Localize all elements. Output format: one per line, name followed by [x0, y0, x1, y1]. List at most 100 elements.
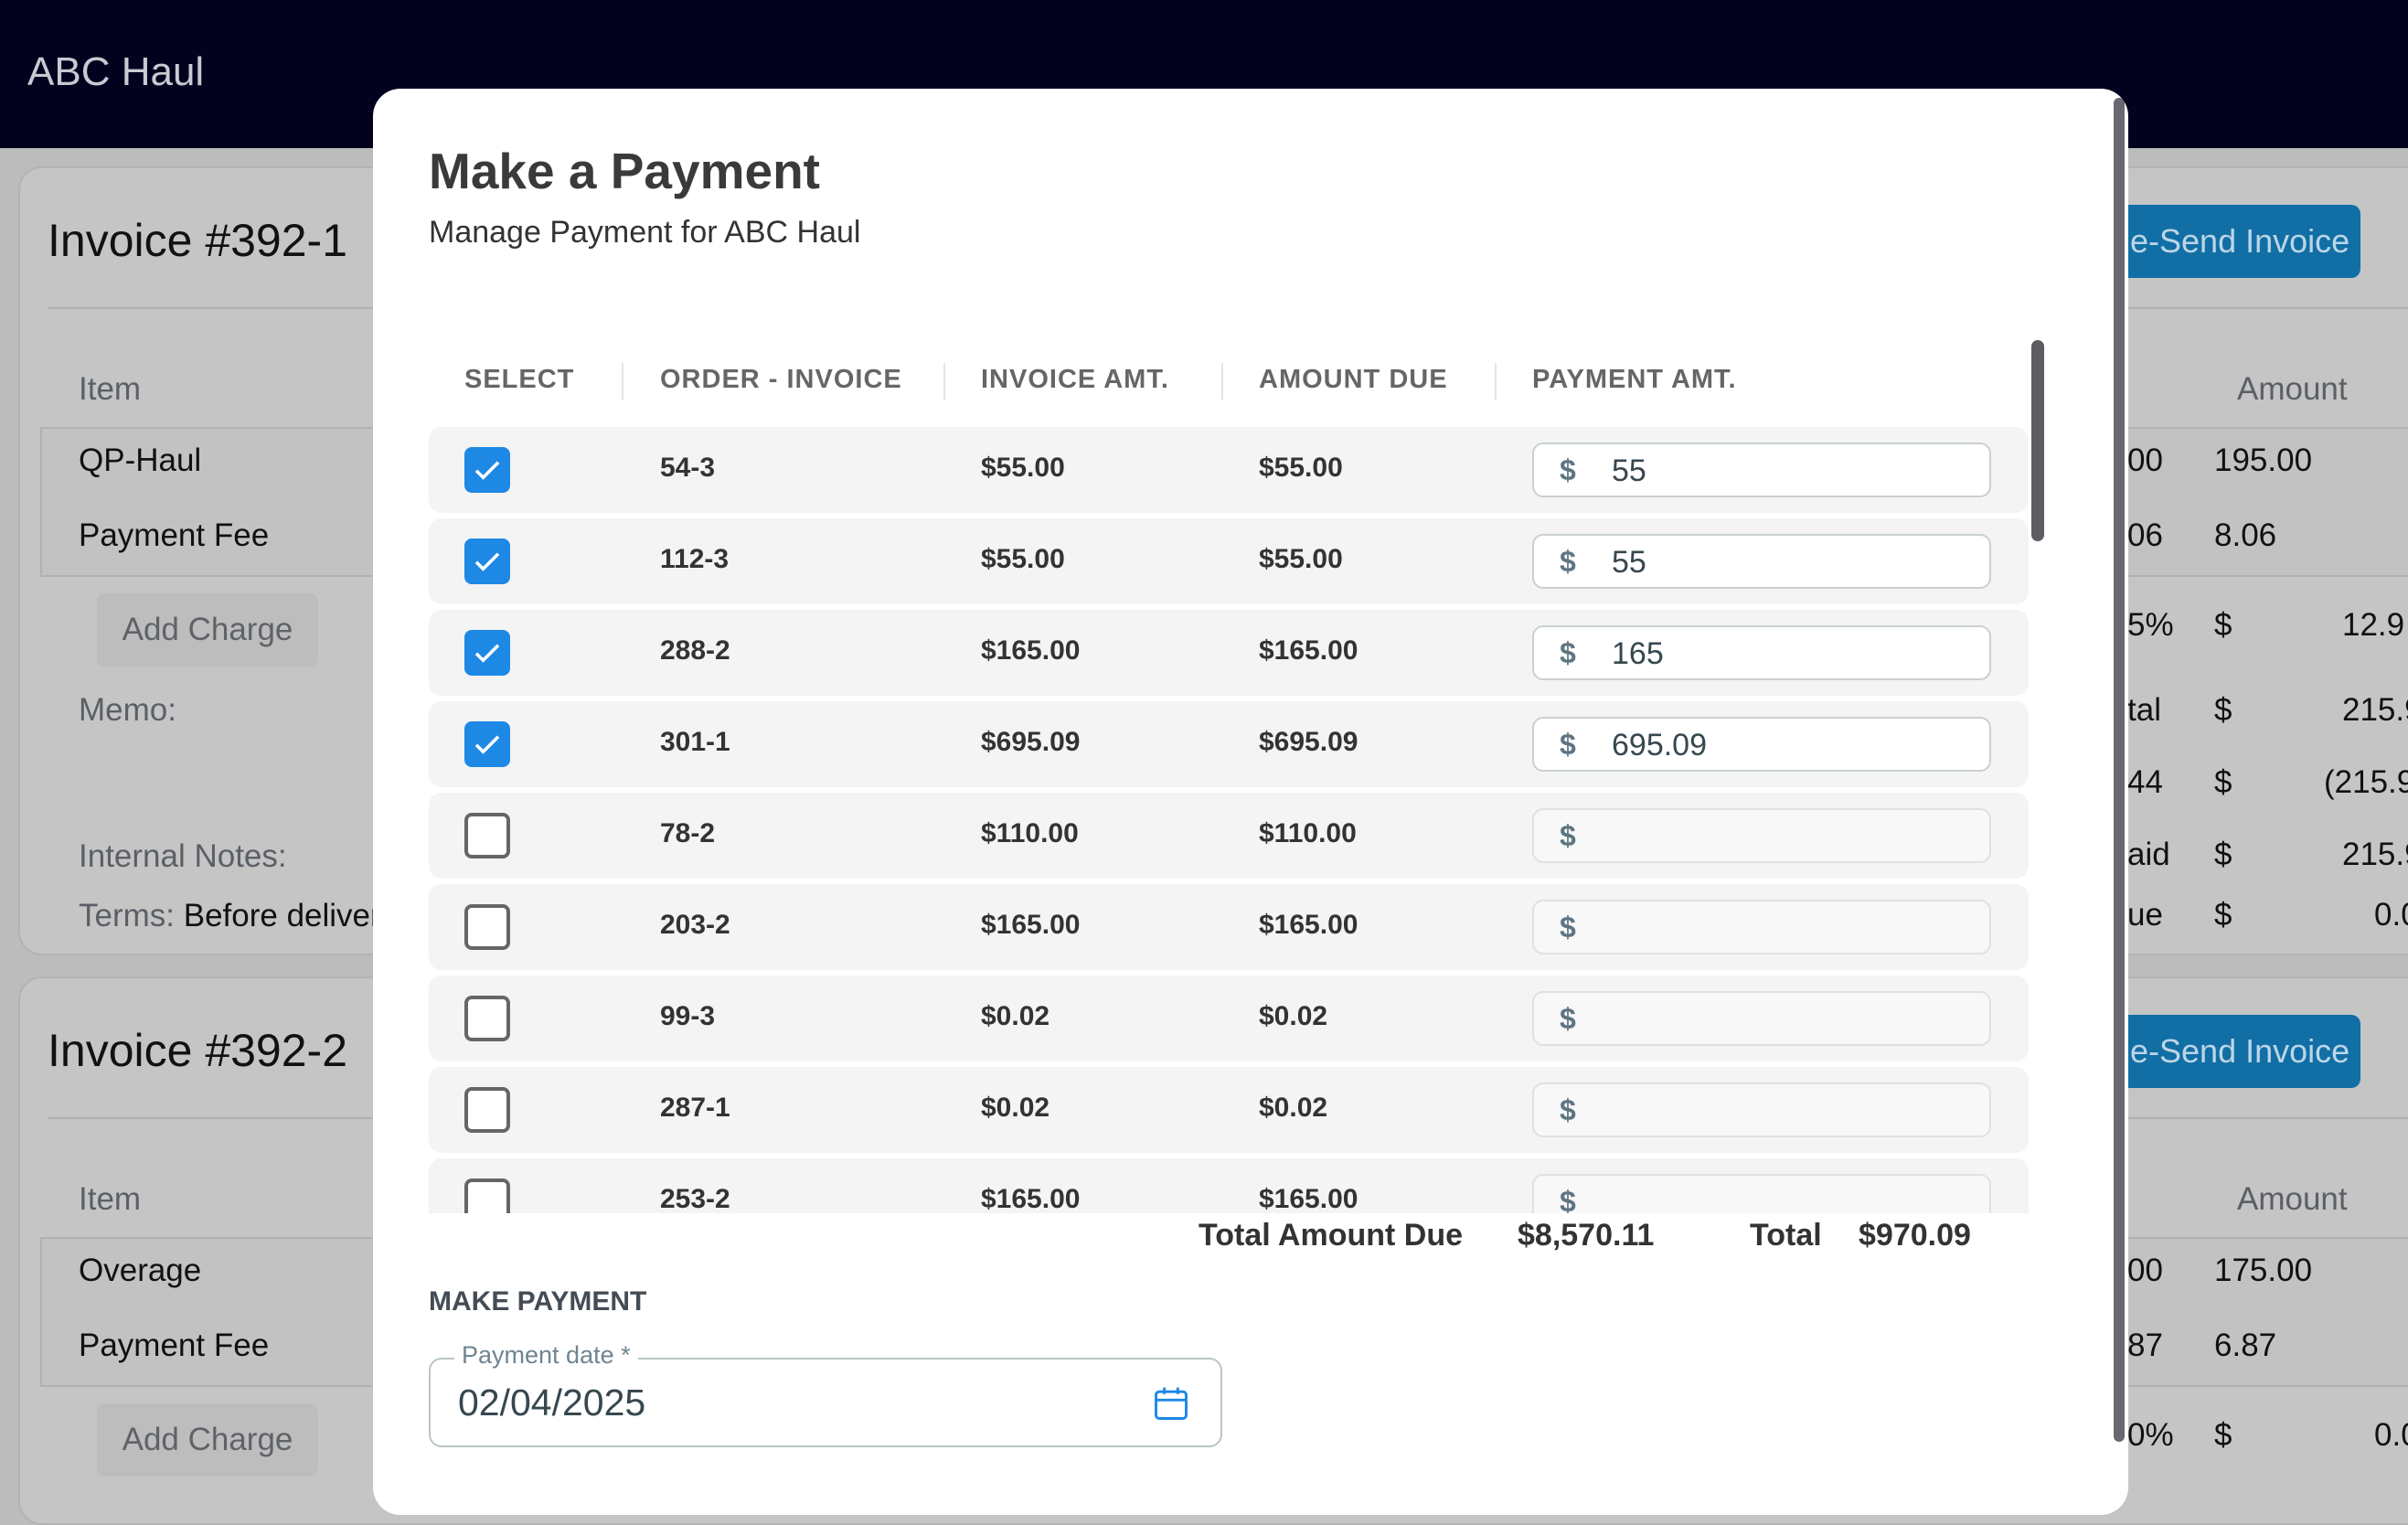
- invoice-row: 99-3 $0.02 $0.02 $: [429, 976, 2029, 1061]
- item-amount: 195.00: [2214, 443, 2313, 478]
- invoice-row: 203-2 $165.00 $165.00 $: [429, 884, 2029, 970]
- order-invoice: 288-2: [660, 635, 730, 666]
- terms-value: Before deliver: [183, 898, 381, 933]
- item-name: Payment Fee: [79, 1328, 270, 1363]
- item-amount: 6.87: [2214, 1328, 2277, 1363]
- payment-amount-value: 165: [1612, 636, 1664, 671]
- resend-invoice-button[interactable]: e-Send Invoice: [2104, 1015, 2360, 1088]
- currency-symbol: $: [1560, 819, 1576, 852]
- summary-currency: $: [2214, 607, 2232, 643]
- row-select-checkbox[interactable]: [464, 539, 510, 584]
- dialog-subtitle: Manage Payment for ABC Haul: [429, 215, 861, 250]
- calendar-icon[interactable]: [1151, 1383, 1191, 1428]
- summary-value: (215.9: [2324, 764, 2408, 800]
- summary-label: 5%: [2127, 607, 2174, 643]
- row-select-checkbox[interactable]: [464, 721, 510, 767]
- item-name: Overage: [79, 1253, 202, 1288]
- order-invoice: 78-2: [660, 818, 716, 848]
- summary-label: tal: [2127, 692, 2161, 728]
- summary-value: 215.9: [2342, 837, 2408, 872]
- invoice-row: 301-1 $695.09 $695.09 $695.09: [429, 701, 2029, 787]
- order-invoice: 54-3: [660, 453, 716, 483]
- order-invoice: 99-3: [660, 1001, 716, 1031]
- payment-amount-input[interactable]: $: [1532, 1082, 1991, 1137]
- checkmark-icon: [474, 735, 500, 754]
- payment-amount-value: 55: [1612, 545, 1646, 580]
- terms-label: Terms:: [79, 898, 175, 933]
- qty-fragment: 06: [2127, 517, 2163, 553]
- invoice-amount: $695.09: [981, 727, 1081, 757]
- summary-label: 44: [2127, 764, 2163, 800]
- amount-due: $165.00: [1259, 635, 1358, 666]
- dialog-scrollbar[interactable]: [2114, 98, 2125, 1442]
- currency-symbol: $: [1560, 728, 1576, 761]
- invoice-row: 287-1 $0.02 $0.02 $: [429, 1067, 2029, 1153]
- summary-currency: $: [2214, 837, 2232, 872]
- invoice-amount: $55.00: [981, 453, 1065, 483]
- payment-date-value: 02/04/2025: [458, 1381, 646, 1424]
- invoice-row: 253-2 $165.00 $165.00 $: [429, 1158, 2029, 1213]
- invoice-amount: $165.00: [981, 1184, 1081, 1213]
- row-select-checkbox[interactable]: [464, 1178, 510, 1213]
- payment-amount-value: 55: [1612, 453, 1646, 488]
- column-header-invoice-amt: INVOICE AMT.: [981, 365, 1169, 394]
- resend-invoice-button[interactable]: e-Send Invoice: [2104, 205, 2360, 278]
- app-title: ABC Haul: [27, 49, 205, 94]
- invoice-amount: $55.00: [981, 544, 1065, 574]
- payment-amount-input[interactable]: $165: [1532, 625, 1991, 680]
- table-scrollbar[interactable]: [2031, 340, 2044, 541]
- summary-currency: $: [2214, 692, 2232, 728]
- payment-amount-input[interactable]: $55: [1532, 443, 1991, 497]
- column-header-select: SELECT: [464, 365, 575, 394]
- item-amount: 175.00: [2214, 1253, 2313, 1288]
- row-select-checkbox[interactable]: [464, 1087, 510, 1133]
- amount-due: $110.00: [1259, 818, 1357, 848]
- summary-value: 0.0: [2374, 1417, 2408, 1453]
- payment-amount-input[interactable]: $: [1532, 900, 1991, 954]
- add-charge-button[interactable]: Add Charge: [97, 1403, 318, 1477]
- memo-label: Memo:: [79, 692, 176, 728]
- item-header: Item: [79, 371, 142, 407]
- row-select-checkbox[interactable]: [464, 447, 510, 493]
- row-select-checkbox[interactable]: [464, 630, 510, 676]
- invoice-amount: $165.00: [981, 910, 1081, 940]
- currency-symbol: $: [1560, 545, 1576, 578]
- row-select-checkbox[interactable]: [464, 996, 510, 1041]
- currency-symbol: $: [1560, 911, 1576, 944]
- item-header: Item: [79, 1181, 142, 1217]
- summary-label: ue: [2127, 897, 2163, 933]
- invoice-amount: $0.02: [981, 1001, 1050, 1031]
- invoice-row: 288-2 $165.00 $165.00 $165: [429, 610, 2029, 696]
- order-invoice: 287-1: [660, 1093, 730, 1123]
- invoice-amount: $0.02: [981, 1093, 1050, 1123]
- invoice-amount: $110.00: [981, 818, 1079, 848]
- summary-value: 215.9: [2342, 692, 2408, 728]
- checkmark-icon: [474, 461, 500, 480]
- internal-notes-label: Internal Notes:: [79, 838, 287, 874]
- amount-header: Amount: [2237, 1181, 2348, 1217]
- currency-symbol: $: [1560, 1185, 1576, 1213]
- order-invoice: 301-1: [660, 727, 730, 757]
- amount-due: $0.02: [1259, 1001, 1328, 1031]
- invoice-row: 112-3 $55.00 $55.00 $55: [429, 518, 2029, 604]
- amount-due: $165.00: [1259, 910, 1358, 940]
- column-header-payment-amt: PAYMENT AMT.: [1532, 365, 1737, 394]
- invoice-table-body: 54-3 $55.00 $55.00 $55 112-3 $55.00 $55.00 $55 2…: [429, 427, 2029, 1213]
- payment-date-field[interactable]: Payment date * 02/04/2025: [429, 1341, 1222, 1447]
- summary-value: 0.0: [2374, 897, 2408, 933]
- amount-due: $165.00: [1259, 1184, 1358, 1213]
- add-charge-button[interactable]: Add Charge: [97, 593, 318, 667]
- row-select-checkbox[interactable]: [464, 904, 510, 950]
- payment-amount-input[interactable]: $55: [1532, 534, 1991, 589]
- payment-amount-input[interactable]: $: [1532, 1174, 1991, 1213]
- invoice-row: 54-3 $55.00 $55.00 $55: [429, 427, 2029, 513]
- payment-amount-input[interactable]: $695.09: [1532, 717, 1991, 772]
- checkmark-icon: [474, 644, 500, 663]
- dialog-title: Make a Payment: [429, 143, 820, 199]
- total-label: Total: [1750, 1218, 1822, 1253]
- amount-due: $0.02: [1259, 1093, 1328, 1123]
- row-select-checkbox[interactable]: [464, 813, 510, 858]
- payment-amount-input[interactable]: $: [1532, 991, 1991, 1046]
- payment-amount-input[interactable]: $: [1532, 808, 1991, 863]
- currency-symbol: $: [1560, 636, 1576, 669]
